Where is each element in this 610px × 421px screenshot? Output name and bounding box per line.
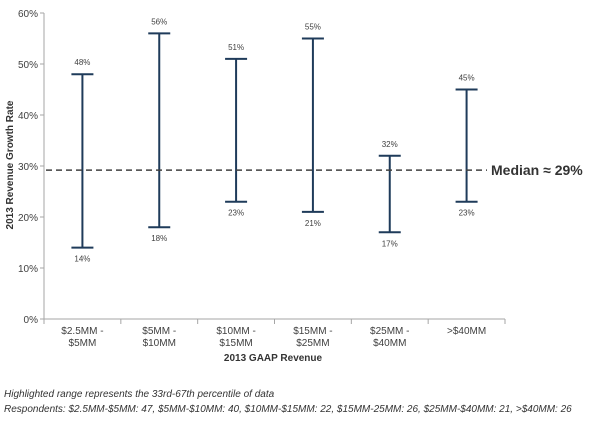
low-data-label: 17% [382,239,398,248]
x-tick-label: $2.5MM -$5MM [61,326,103,349]
y-tick-label: 40% [18,111,38,122]
y-tick-label: 0% [24,315,39,326]
x-tick-label: $25MM -$40MM [370,326,409,349]
high-data-label: 48% [74,58,90,67]
footnote-respondents: Respondents: $2.5MM-$5MM: 47, $5MM-$10MM… [4,404,572,415]
footnote-range: Highlighted range represents the 33rd-67… [4,389,275,400]
low-data-label: 23% [459,209,475,218]
high-data-label: 51% [228,43,244,52]
x-tick-label: $5MM -$10MM [142,326,176,349]
low-data-label: 14% [74,255,90,264]
high-data-label: 32% [382,140,398,149]
x-tick-label: $10MM -$15MM [216,326,255,349]
high-data-label: 55% [305,23,321,32]
high-data-label: 56% [151,17,167,26]
y-tick-label: 10% [18,264,38,275]
y-tick-label: 30% [18,162,38,173]
high-data-label: 45% [459,74,475,83]
y-tick-label: 60% [18,9,38,20]
low-data-label: 23% [228,209,244,218]
y-tick-label: 50% [18,60,38,71]
y-axis-title: 2013 Revenue Growth Rate [5,100,16,229]
x-tick-label: $15MM -$25MM [293,326,332,349]
median-label: Median ≈ 29% [491,162,583,178]
x-axis-title: 2013 GAAP Revenue [224,353,323,364]
low-data-label: 21% [305,219,321,228]
y-tick-label: 20% [18,213,38,224]
low-data-label: 18% [151,234,167,243]
x-tick-label: >$40MM [447,326,486,337]
